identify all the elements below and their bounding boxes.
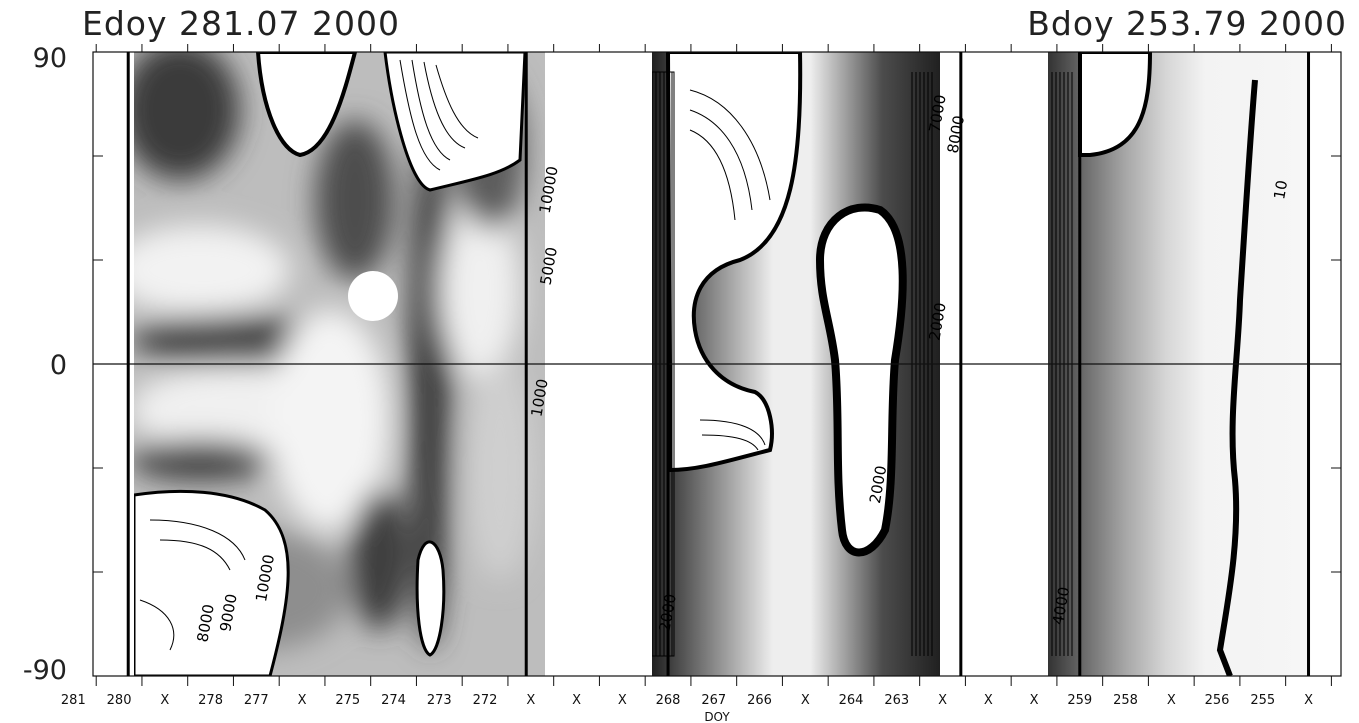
y-tick-label-top: 90: [32, 43, 67, 74]
x-tick-label: X: [526, 693, 535, 708]
data-panel-1: [134, 52, 545, 676]
shade-blob: [408, 130, 452, 650]
x-tick-label: X: [1167, 693, 1176, 708]
x-tick-label: X: [1304, 693, 1313, 708]
contour-lobe: [415, 540, 446, 657]
x-tick-label: 258: [1113, 693, 1138, 708]
x-tick-label: 274: [381, 693, 406, 708]
x-tick-label: 275: [335, 693, 360, 708]
shade-blob: [350, 490, 410, 630]
x-axis-label: DOY: [704, 710, 730, 723]
x-tick-label: 278: [198, 693, 223, 708]
contour-label: 10: [1270, 179, 1291, 201]
contour-region-upper-left: [665, 52, 803, 473]
shade-blob: [134, 52, 240, 180]
x-tick-label: X: [984, 693, 993, 708]
contour-region-top: [1078, 52, 1153, 157]
contour-lines-top-right: [399, 59, 479, 171]
shade-blob: [270, 310, 390, 530]
x-ticks: 281 280 X 278 277 X 275 274 273 272 X X X 268 267 266 X 2…: [61, 44, 1332, 723]
shade-blob: [315, 120, 395, 280]
contour-lines-upper-left: [689, 89, 771, 451]
x-tick-label: 273: [427, 693, 452, 708]
x-tick-label: X: [160, 693, 169, 708]
x-tick-label: X: [298, 693, 307, 708]
x-tick-label: 268: [656, 693, 681, 708]
x-tick-label: 277: [244, 693, 269, 708]
boundary-line: [1216, 79, 1258, 676]
contour-region-bottom-left: [134, 489, 290, 676]
x-tick-label: X: [1030, 693, 1039, 708]
x-tick-label: X: [801, 693, 810, 708]
contour-region-inner: [815, 203, 907, 557]
axes: [92, 51, 1342, 677]
contour-disc: [348, 271, 398, 321]
x-tick-label: 281: [61, 693, 86, 708]
x-tick-label: X: [572, 693, 581, 708]
x-tick-label: 256: [1205, 693, 1230, 708]
shade-blob: [465, 360, 535, 580]
x-tick-label: 280: [107, 693, 132, 708]
x-tick-label: 266: [747, 693, 772, 708]
y-tick-label-middle: 0: [49, 350, 67, 381]
x-tick-label: 267: [701, 693, 726, 708]
contour-region-top-right: [383, 52, 527, 192]
shade-blob: [134, 315, 330, 365]
contour-region-top: [255, 52, 358, 158]
x-tick-label: 255: [1250, 693, 1275, 708]
chart-title-right: Bdoy 253.79 2000: [1027, 4, 1347, 43]
x-tick-label: 263: [884, 693, 909, 708]
x-tick-label: 264: [839, 693, 864, 708]
chart-title-left: Edoy 281.07 2000: [82, 4, 400, 43]
shade-blob: [440, 200, 520, 380]
contour-label: 8000: [944, 114, 968, 155]
shade-blob: [134, 225, 290, 315]
x-tick-label: X: [618, 693, 627, 708]
y-tick-label-bottom: -90: [22, 655, 67, 686]
contour-lines-bottom-left: [139, 519, 246, 651]
x-tick-label: 259: [1067, 693, 1092, 708]
x-tick-label: X: [938, 693, 947, 708]
x-tick-label: 272: [473, 693, 498, 708]
shade-blob: [134, 440, 270, 480]
